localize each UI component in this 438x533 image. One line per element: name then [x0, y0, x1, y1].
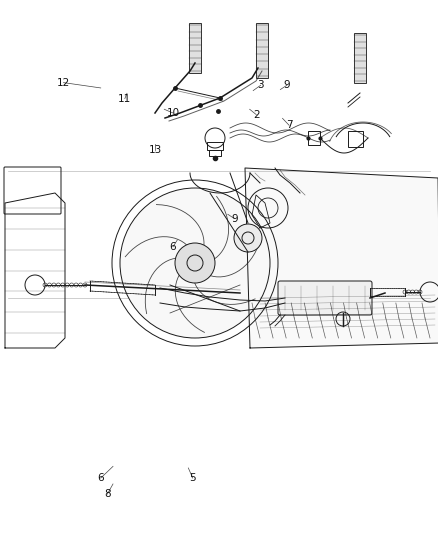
FancyBboxPatch shape	[278, 281, 372, 315]
Text: 2: 2	[253, 110, 260, 119]
Text: 6: 6	[170, 242, 177, 252]
Text: 3: 3	[257, 80, 264, 90]
Text: 9: 9	[283, 80, 290, 90]
Polygon shape	[189, 23, 201, 73]
Circle shape	[234, 224, 262, 252]
Bar	[348, 131, 363, 147]
Circle shape	[175, 243, 215, 283]
Text: 8: 8	[104, 489, 111, 499]
Bar	[209, 150, 221, 156]
Text: 10: 10	[166, 108, 180, 118]
Text: 13: 13	[149, 146, 162, 155]
Text: 11: 11	[118, 94, 131, 103]
Text: 12: 12	[57, 78, 70, 87]
Polygon shape	[354, 33, 366, 83]
Text: 5: 5	[189, 473, 196, 483]
Bar	[207, 142, 223, 150]
Bar	[308, 131, 320, 145]
Polygon shape	[256, 23, 268, 78]
Text: 9: 9	[231, 214, 238, 223]
Text: 7: 7	[286, 120, 293, 130]
Circle shape	[120, 188, 270, 338]
Polygon shape	[245, 168, 438, 348]
Text: 6: 6	[97, 473, 104, 483]
